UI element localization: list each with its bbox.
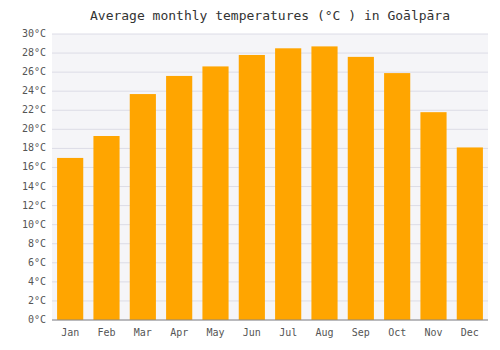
bar <box>130 94 156 320</box>
y-tick-label: 14°C <box>22 181 46 192</box>
x-tick-label: Jul <box>279 327 297 338</box>
bar <box>239 55 265 320</box>
y-tick-label: 2°C <box>28 295 46 306</box>
bar <box>202 66 228 320</box>
x-axis: Jan Feb Mar Apr May Jun Jul Aug Sep Oct Nov Dec <box>61 327 479 338</box>
x-tick-label: Dec <box>461 327 479 338</box>
x-tick-label: Oct <box>388 327 406 338</box>
y-tick-label: 18°C <box>22 142 46 153</box>
y-tick-label: 4°C <box>28 276 46 287</box>
page: {"chart_data": {"type": "bar", "title": … <box>0 0 500 350</box>
x-tick-label: Jun <box>243 327 261 338</box>
y-tick-label: 30°C <box>22 28 46 39</box>
y-tick-label: 16°C <box>22 161 46 172</box>
bar <box>420 112 446 320</box>
x-tick-label: Jan <box>61 327 79 338</box>
y-tick-label: 6°C <box>28 257 46 268</box>
grid-line <box>52 320 488 321</box>
grid-line <box>52 53 488 54</box>
y-tick-label: 28°C <box>22 47 46 58</box>
grid-line <box>52 91 488 92</box>
y-tick-label: 12°C <box>22 200 46 211</box>
bar <box>93 136 119 320</box>
title: Average monthly temperatures (°C ) in Go… <box>90 8 450 23</box>
x-tick-label: May <box>206 327 224 338</box>
y-tick-label: 24°C <box>22 85 46 96</box>
bar <box>384 73 410 320</box>
x-tick-label: Sep <box>352 327 370 338</box>
grid-line <box>52 34 488 35</box>
y-tick-label: 22°C <box>22 104 46 115</box>
x-tick-label: Mar <box>134 327 152 338</box>
y-tick-label: 0°C <box>28 314 46 325</box>
grid <box>52 34 488 320</box>
chart: 0°C 2°C 4°C 6°C 8°C 10°C 12°C 14°C 16°C 18°C 20°C 2… <box>0 0 500 350</box>
x-axis-line <box>52 320 488 321</box>
bars <box>57 46 483 320</box>
x-tick-label: Feb <box>97 327 115 338</box>
y-tick-label: 26°C <box>22 66 46 77</box>
grid-line <box>52 110 488 111</box>
grid-line <box>52 72 488 73</box>
bar <box>275 48 301 320</box>
y-tick-label: 8°C <box>28 238 46 249</box>
bar <box>166 76 192 320</box>
x-tick-label: Nov <box>424 327 442 338</box>
bar <box>457 147 483 320</box>
y-axis: 0°C 2°C 4°C 6°C 8°C 10°C 12°C 14°C 16°C 18°C 20°C 2… <box>22 28 46 325</box>
x-tick-label: Apr <box>170 327 188 338</box>
y-tick-label: 10°C <box>22 219 46 230</box>
plot-background <box>52 34 488 320</box>
bar <box>311 46 337 320</box>
bar <box>57 158 83 320</box>
y-tick-label: 20°C <box>22 123 46 134</box>
bar <box>348 57 374 320</box>
x-tick-label: Aug <box>315 327 333 338</box>
